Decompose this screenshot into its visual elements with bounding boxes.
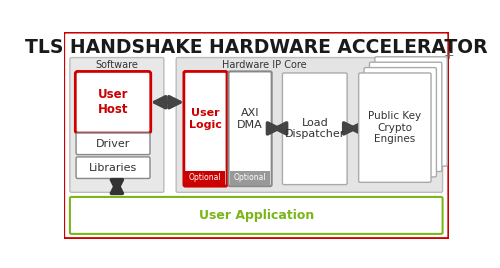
FancyBboxPatch shape (64, 32, 449, 239)
FancyBboxPatch shape (375, 57, 447, 166)
FancyBboxPatch shape (230, 171, 270, 185)
FancyBboxPatch shape (70, 197, 442, 234)
Text: User
Host: User Host (98, 88, 128, 116)
FancyBboxPatch shape (358, 73, 431, 182)
FancyBboxPatch shape (76, 157, 150, 178)
Text: Software: Software (96, 59, 138, 69)
Text: Driver: Driver (96, 139, 130, 149)
FancyBboxPatch shape (184, 72, 227, 186)
FancyBboxPatch shape (370, 62, 442, 172)
FancyBboxPatch shape (228, 72, 272, 186)
Text: Load
Dispatcher: Load Dispatcher (284, 118, 345, 139)
Text: User
Logic: User Logic (189, 108, 222, 130)
Text: Optional: Optional (189, 173, 222, 182)
Text: Public Key
Crypto
Engines: Public Key Crypto Engines (368, 111, 422, 144)
FancyBboxPatch shape (70, 58, 164, 192)
Text: AXI
DMA: AXI DMA (237, 108, 263, 130)
Text: +: + (444, 49, 454, 62)
FancyBboxPatch shape (176, 58, 442, 192)
FancyBboxPatch shape (76, 72, 151, 133)
FancyBboxPatch shape (282, 73, 347, 185)
FancyBboxPatch shape (76, 133, 150, 155)
Text: TLS HANDSHAKE HARDWARE ACCELERATOR: TLS HANDSHAKE HARDWARE ACCELERATOR (25, 38, 487, 57)
Text: Libraries: Libraries (89, 163, 137, 173)
Text: User Application: User Application (198, 209, 314, 222)
Text: Optional: Optional (234, 173, 266, 182)
Text: Hardware IP Core: Hardware IP Core (222, 59, 306, 69)
FancyBboxPatch shape (364, 68, 436, 177)
FancyBboxPatch shape (186, 171, 226, 185)
